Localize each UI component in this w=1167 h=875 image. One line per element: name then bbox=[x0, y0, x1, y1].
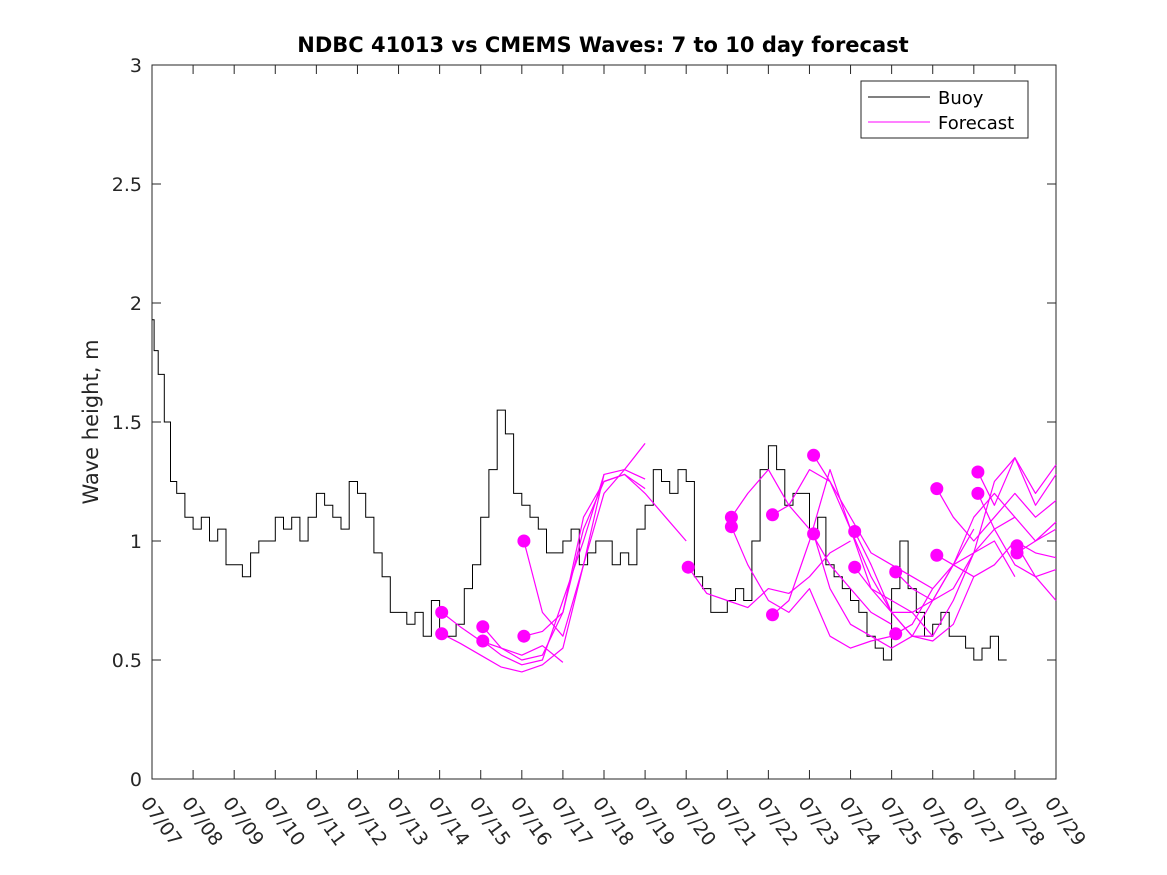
buoy-line bbox=[152, 319, 1007, 661]
forecast-start-point bbox=[848, 560, 862, 574]
y-tick-label: 3 bbox=[130, 55, 142, 77]
forecast-start-point bbox=[724, 520, 738, 534]
y-tick-label: 1 bbox=[130, 531, 142, 553]
forecast-start-point bbox=[517, 534, 531, 548]
forecast-line bbox=[482, 474, 605, 666]
y-tick-label: 2.5 bbox=[112, 174, 142, 196]
forecast-line bbox=[936, 540, 1057, 578]
marker-group bbox=[435, 448, 1024, 648]
forecast-line bbox=[441, 443, 646, 673]
forecast-start-point bbox=[889, 627, 903, 641]
y-tick-label: 2 bbox=[130, 293, 142, 315]
forecast-start-point bbox=[681, 560, 695, 574]
y-tick-label: 0 bbox=[130, 769, 142, 791]
forecast-start-point bbox=[1010, 546, 1024, 560]
forecast-start-point bbox=[889, 565, 903, 579]
forecast-start-point bbox=[971, 486, 985, 500]
forecast-line bbox=[523, 473, 687, 637]
legend: Buoy Forecast bbox=[860, 80, 1029, 139]
forecast-start-point bbox=[435, 605, 449, 619]
forecast-line bbox=[895, 516, 1057, 635]
forecast-line bbox=[854, 531, 1016, 637]
forecast-start-point bbox=[930, 548, 944, 562]
legend-forecast-label: Forecast bbox=[938, 113, 1014, 134]
forecast-line bbox=[977, 457, 1057, 506]
forecast-start-point bbox=[848, 525, 862, 538]
forecast-start-point bbox=[766, 508, 779, 522]
legend-box bbox=[860, 80, 1029, 139]
forecast-start-point bbox=[807, 448, 821, 462]
forecast-start-point bbox=[435, 627, 449, 641]
forecast-line bbox=[687, 540, 851, 609]
forecast-line bbox=[1016, 545, 1057, 601]
forecast-start-point bbox=[517, 629, 531, 643]
forecast-start-point bbox=[807, 527, 821, 541]
forecast-start-point bbox=[476, 620, 490, 634]
forecast-line bbox=[936, 488, 1057, 542]
forecast-line bbox=[730, 526, 892, 649]
forecast-start-point bbox=[971, 465, 985, 479]
forecast-start-point bbox=[476, 634, 490, 648]
forecast-start-point bbox=[724, 510, 738, 524]
chart-title: NDBC 41013 vs CMEMS Waves: 7 to 10 day f… bbox=[297, 33, 908, 57]
forecast-start-point bbox=[766, 608, 779, 622]
forecast-line bbox=[977, 493, 1057, 578]
forecast-line bbox=[1016, 528, 1057, 554]
forecast-line bbox=[523, 469, 646, 637]
legend-buoy-label: Buoy bbox=[938, 88, 984, 109]
y-tick-label: 0.5 bbox=[112, 650, 142, 672]
y-tick-label: 1.5 bbox=[112, 412, 142, 434]
forecast-line bbox=[772, 469, 934, 590]
forecast-start-point bbox=[930, 482, 944, 496]
y-axis-label: Wave height, m bbox=[79, 339, 103, 504]
